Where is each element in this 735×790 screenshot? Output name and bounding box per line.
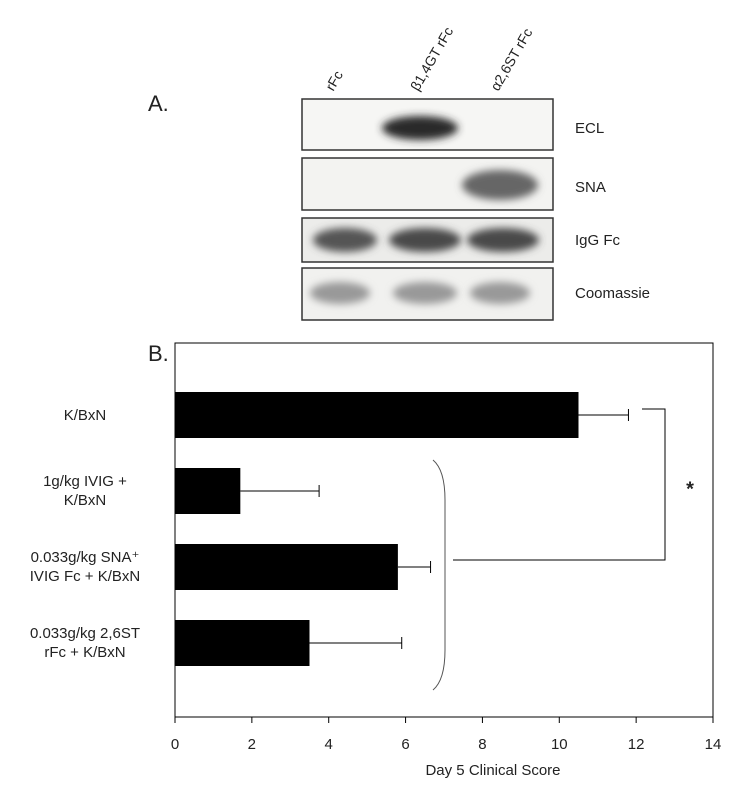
column-label: β1,4GT rFc <box>407 24 456 93</box>
y-tick-label: 0.033g/kg 2,6ST rFc + K/BxN <box>29 625 141 661</box>
bar <box>175 620 310 666</box>
error-bar <box>240 485 320 497</box>
row-label: IgG Fc <box>575 232 621 249</box>
x-tick-label: 6 <box>401 736 409 753</box>
panel-label: A. <box>148 91 169 116</box>
blot <box>301 98 554 321</box>
x-tick-label: 8 <box>478 736 486 753</box>
brace <box>432 459 446 691</box>
panel-label: B. <box>148 341 169 366</box>
row-label: SNA <box>575 179 606 196</box>
x-tick-label: 10 <box>551 736 568 753</box>
y-tick-label: K/BxN <box>63 406 107 424</box>
row-label: ECL <box>575 120 604 137</box>
x-axis-label: Day 5 Clinical Score <box>425 762 560 779</box>
bar <box>175 468 241 514</box>
column-label: α2,6ST rFc <box>487 25 536 93</box>
x-tick-label: 4 <box>325 736 333 753</box>
x-tick-label: 0 <box>171 736 179 753</box>
significance-mark: * <box>686 478 694 500</box>
error-bar <box>397 561 432 573</box>
bar <box>175 392 579 438</box>
y-tick-label: 1g/kg IVIG + K/BxN <box>43 473 127 509</box>
x-tick-label: 2 <box>248 736 256 753</box>
x-tick-label: 14 <box>705 736 722 753</box>
x-tick-label: 12 <box>628 736 645 753</box>
error-bar <box>578 409 629 421</box>
y-tick-label: 0.033g/kg SNA⁺ IVIG Fc + K/BxN <box>29 549 141 585</box>
plot-frame <box>174 342 714 718</box>
error-bar <box>309 637 403 649</box>
bar <box>175 544 398 590</box>
significance-bracket <box>453 408 666 561</box>
column-label: rFc <box>322 68 346 94</box>
row-label: Coomassie <box>575 285 650 302</box>
